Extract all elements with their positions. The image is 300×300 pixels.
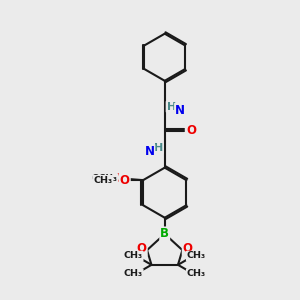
Text: O: O	[120, 174, 130, 187]
Text: CH₃: CH₃	[124, 269, 143, 278]
Text: H: H	[154, 143, 163, 153]
Text: O: O	[114, 172, 124, 185]
Text: O: O	[183, 242, 193, 255]
Text: CH₃: CH₃	[187, 251, 206, 260]
Text: H: H	[167, 102, 176, 112]
Text: CH₃: CH₃	[187, 269, 206, 278]
Text: OCH₃: OCH₃	[92, 174, 118, 183]
Text: CH₃: CH₃	[124, 251, 143, 260]
Text: B: B	[160, 227, 169, 240]
Text: O: O	[186, 124, 196, 137]
Text: N: N	[144, 145, 154, 158]
Text: O: O	[137, 242, 147, 255]
Text: N: N	[175, 104, 185, 117]
Text: CH₃: CH₃	[93, 176, 112, 185]
